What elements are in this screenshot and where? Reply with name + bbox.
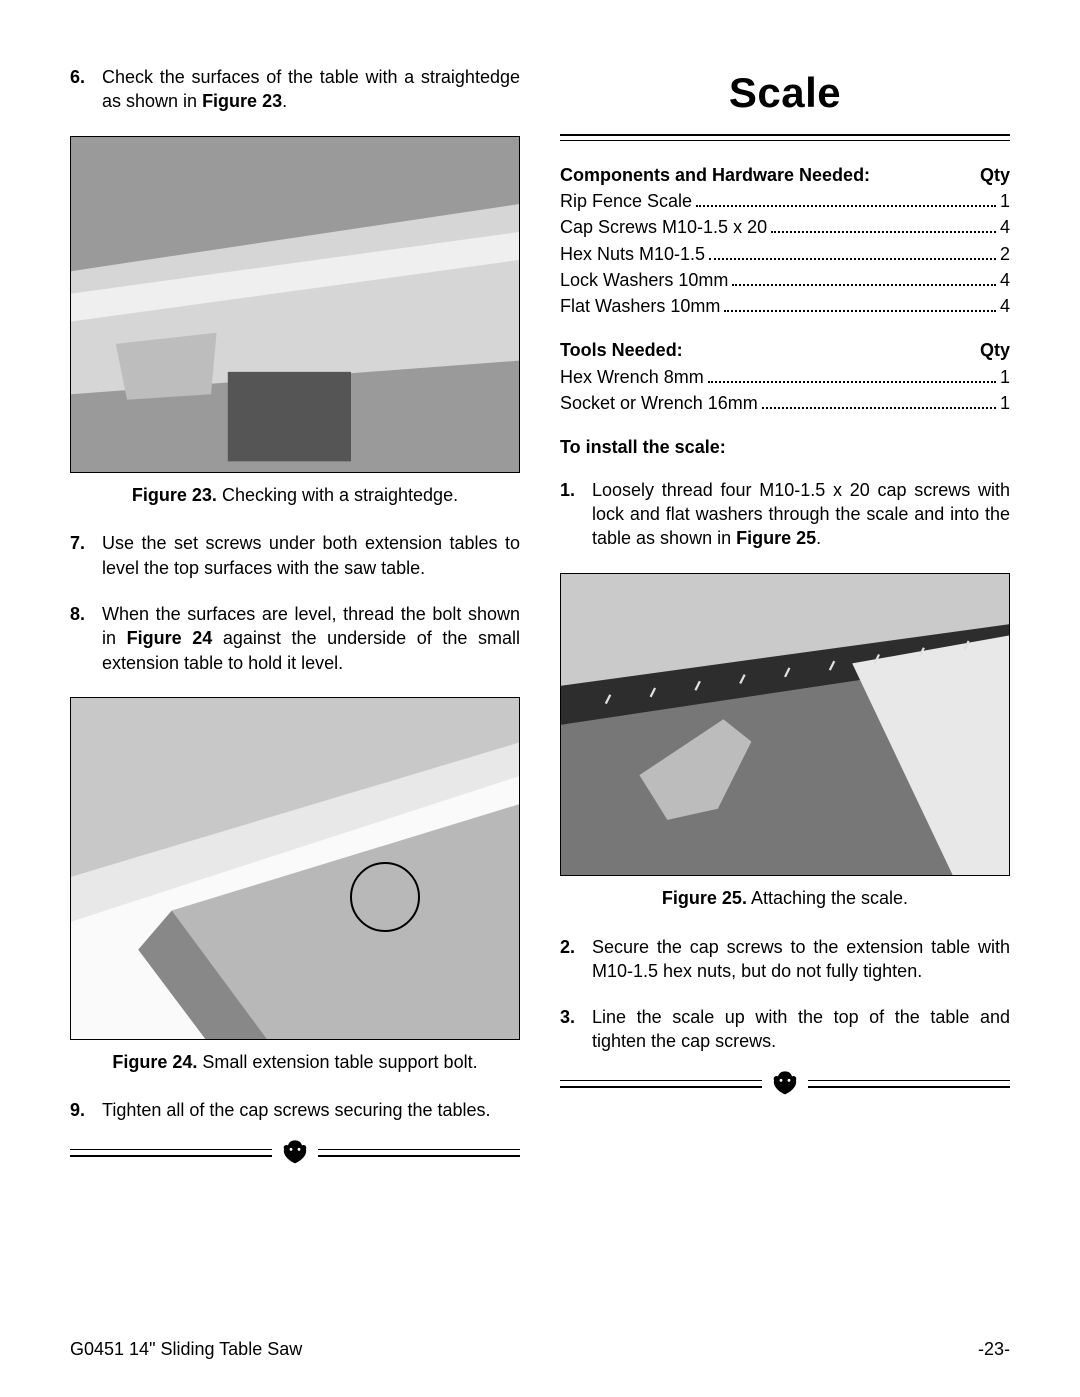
manual-page: 6.Check the surfaces of the table with a… [0,0,1080,1217]
parts-row: Hex Wrench 8mm 1 [560,365,1010,389]
parts-qty: 4 [1000,268,1010,292]
parts-qty: 2 [1000,242,1010,266]
parts-qty: 1 [1000,365,1010,389]
figure-24-caption: Figure 24. Small extension table support… [70,1050,520,1074]
callout-circle [350,862,420,932]
header-left: Tools Needed: [560,338,683,362]
step-item: 7.Use the set screws under both extensio… [70,531,520,580]
bear-badge-icon [762,1068,808,1096]
step-text: Tighten all of the cap screws securing t… [102,1098,520,1122]
leader-dots [732,270,996,286]
section-divider [560,1080,1010,1088]
leader-dots [708,367,996,383]
figure-25 [560,573,1010,877]
leader-dots [724,296,996,312]
parts-qty: 1 [1000,189,1010,213]
step-text: Line the scale up with the top of the ta… [592,1005,1010,1054]
header-right: Qty [980,163,1010,187]
step-text: Use the set screws under both extension … [102,531,520,580]
step-number: 3. [560,1005,592,1054]
components-header: Components and Hardware Needed: Qty [560,163,1010,187]
step-list: 2.Secure the cap screws to the extension… [560,935,1010,1054]
step-text: Loosely thread four M10-1.5 x 20 cap scr… [592,478,1010,551]
footer-product: G0451 14" Sliding Table Saw [70,1337,302,1361]
step-text: When the surfaces are level, thread the … [102,602,520,675]
leader-dots [762,393,996,409]
parts-qty: 4 [1000,294,1010,318]
figure-23-caption: Figure 23. Checking with a straightedge. [70,483,520,507]
step-text: Check the surfaces of the table with a s… [102,65,520,114]
title-rule [560,134,1010,141]
step-item: 6.Check the surfaces of the table with a… [70,65,520,114]
step-number: 9. [70,1098,102,1122]
figure-25-caption: Figure 25. Attaching the scale. [560,886,1010,910]
bear-badge-icon [272,1137,318,1165]
step-number: 8. [70,602,102,675]
components-list: Rip Fence Scale 1 Cap Screws M10-1.5 x 20 4… [560,189,1010,318]
parts-label: Hex Nuts M10-1.5 [560,242,705,266]
step-number: 2. [560,935,592,984]
step-item: 3.Line the scale up with the top of the … [560,1005,1010,1054]
parts-label: Cap Screws M10-1.5 x 20 [560,215,767,239]
figure-24 [70,697,520,1040]
step-item: 2.Secure the cap screws to the extension… [560,935,1010,984]
parts-qty: 1 [1000,391,1010,415]
right-column: Scale Components and Hardware Needed: Qt… [560,65,1010,1177]
figure-23 [70,136,520,474]
header-left: Components and Hardware Needed: [560,163,870,187]
header-right: Qty [980,338,1010,362]
footer-page-number: -23- [978,1337,1010,1361]
tools-header: Tools Needed: Qty [560,338,1010,362]
step-number: 1. [560,478,592,551]
parts-row: Flat Washers 10mm 4 [560,294,1010,318]
step-list: 1.Loosely thread four M10-1.5 x 20 cap s… [560,478,1010,551]
parts-row: Hex Nuts M10-1.5 2 [560,242,1010,266]
section-title: Scale [560,65,1010,122]
leader-dots [771,217,996,233]
parts-label: Socket or Wrench 16mm [560,391,758,415]
step-item: 1.Loosely thread four M10-1.5 x 20 cap s… [560,478,1010,551]
parts-row: Lock Washers 10mm 4 [560,268,1010,292]
parts-row: Socket or Wrench 16mm 1 [560,391,1010,415]
parts-label: Rip Fence Scale [560,189,692,213]
parts-row: Rip Fence Scale 1 [560,189,1010,213]
step-list: 9.Tighten all of the cap screws securing… [70,1098,520,1122]
step-list: 6.Check the surfaces of the table with a… [70,65,520,114]
parts-label: Flat Washers 10mm [560,294,720,318]
step-list: 7.Use the set screws under both extensio… [70,531,520,674]
step-number: 6. [70,65,102,114]
parts-qty: 4 [1000,215,1010,239]
parts-label: Lock Washers 10mm [560,268,728,292]
parts-row: Cap Screws M10-1.5 x 20 4 [560,215,1010,239]
install-subhead: To install the scale: [560,435,1010,459]
step-item: 8.When the surfaces are level, thread th… [70,602,520,675]
tools-list: Hex Wrench 8mm 1 Socket or Wrench 16mm 1 [560,365,1010,416]
section-divider [70,1149,520,1157]
parts-label: Hex Wrench 8mm [560,365,704,389]
step-item: 9.Tighten all of the cap screws securing… [70,1098,520,1122]
step-number: 7. [70,531,102,580]
leader-dots [696,191,996,207]
left-column: 6.Check the surfaces of the table with a… [70,65,520,1177]
leader-dots [709,243,996,259]
step-text: Secure the cap screws to the extension t… [592,935,1010,984]
page-footer: G0451 14" Sliding Table Saw -23- [70,1337,1010,1361]
